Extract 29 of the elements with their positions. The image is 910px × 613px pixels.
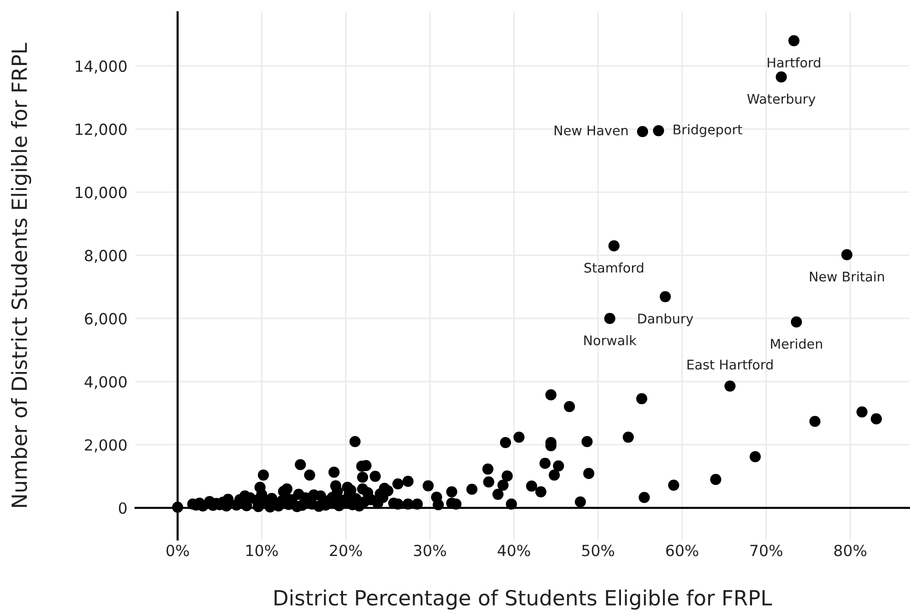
x-tick-label: 0% <box>166 544 189 556</box>
annotation: Waterbury <box>747 94 816 106</box>
y-tick-label: 2,000 <box>84 439 127 452</box>
x-axis-title: District Percentage of Students Eligible for FRPL <box>274 590 772 610</box>
annotation: Hartford <box>768 57 820 68</box>
x-tick-label: 20% <box>330 544 362 556</box>
annotation: Norwalk <box>584 335 637 346</box>
annotation: New Haven <box>554 126 628 136</box>
y-tick-label: 0 <box>118 502 127 514</box>
y-tick-label: 12,000 <box>76 124 127 137</box>
y-tick-label: 10,000 <box>76 186 127 200</box>
x-tick-label: 30% <box>414 544 446 556</box>
x-tick-label: 80% <box>834 544 866 556</box>
annotation: Bridgeport <box>674 124 742 138</box>
x-tick-label: 60% <box>666 544 698 556</box>
annotation: Meriden <box>771 338 822 349</box>
annotation: New Britain <box>810 271 884 282</box>
y-tick-label: 4,000 <box>84 376 127 390</box>
x-tick-label: 40% <box>498 544 530 556</box>
x-tick-label: 10% <box>246 544 278 556</box>
y-axis-title: Number of District Students Eligible for FRPL <box>11 42 32 507</box>
annotation: East Hartford <box>688 359 773 370</box>
y-tick-label: 14,000 <box>76 60 127 74</box>
x-tick-label: 50% <box>582 544 614 556</box>
x-tick-label: 70% <box>750 544 782 556</box>
annotation: Stamford <box>584 262 644 273</box>
y-tick-label: 8,000 <box>84 250 127 263</box>
annotation: Danbury <box>638 313 694 326</box>
y-tick-label: 6,000 <box>84 312 127 326</box>
